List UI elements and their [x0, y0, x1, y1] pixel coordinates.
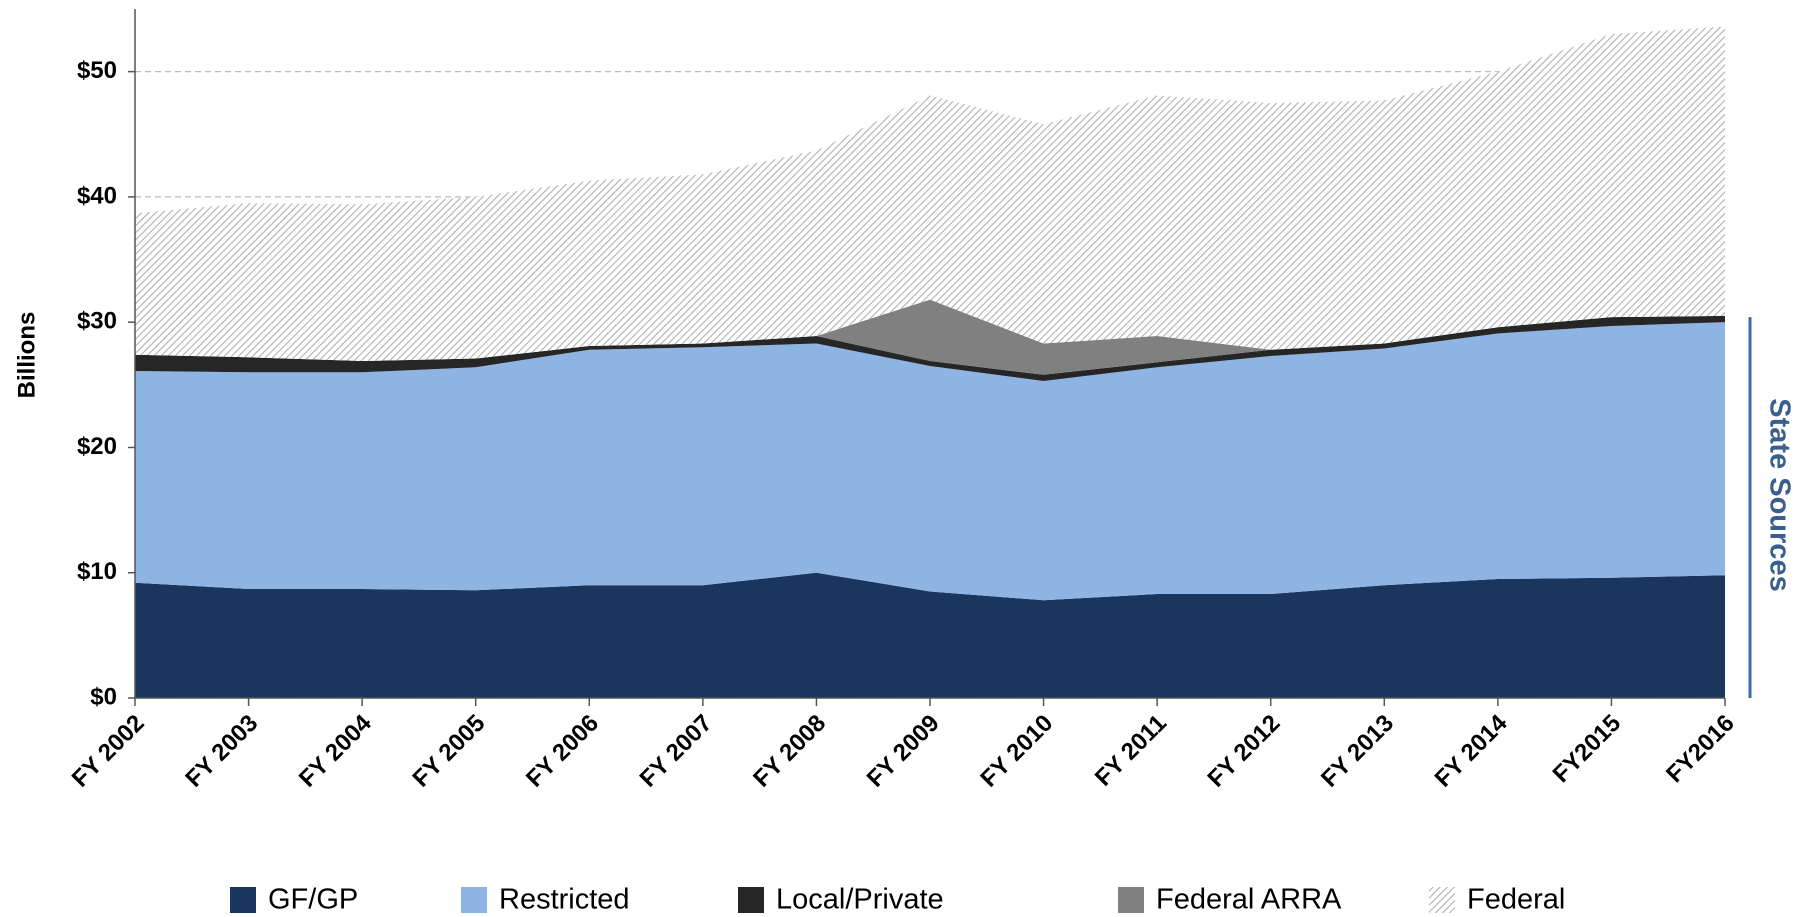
legend-swatch: [1429, 887, 1455, 913]
x-tick-label: FY2015: [1548, 710, 1627, 789]
legend-swatch: [738, 887, 764, 913]
area: [135, 315, 1725, 382]
x-tick-label: FY 2013: [1316, 710, 1399, 793]
x-tick-label: FY 2006: [521, 710, 604, 793]
y-tick-label: $0: [90, 683, 117, 710]
area: [135, 322, 1725, 601]
legend-swatch: [230, 887, 256, 913]
x-tick-label: FY 2011: [1090, 710, 1172, 792]
area: [135, 26, 1725, 362]
legend-label: GF/GP: [268, 884, 358, 916]
y-tick-label: $40: [77, 182, 117, 209]
x-tick-label: FY 2012: [1203, 710, 1286, 793]
legend-label: Restricted: [499, 884, 630, 916]
area: [135, 299, 1725, 375]
legend-swatch: [1118, 887, 1144, 913]
legend-label: Local/Private: [776, 884, 944, 916]
x-tick-label: FY 2002: [67, 710, 150, 793]
x-tick-label: FY 2008: [748, 710, 831, 793]
y-axis-label: Billions: [13, 312, 40, 399]
y-tick-label: $50: [77, 57, 117, 84]
legend-label: Federal: [1467, 884, 1565, 916]
x-tick-label: FY 2010: [975, 710, 1058, 793]
x-tick-label: FY 2005: [408, 710, 491, 793]
x-tick-label: FY 2004: [294, 709, 377, 792]
legend-label: Federal ARRA: [1156, 884, 1342, 916]
x-tick-label: FY 2014: [1430, 709, 1513, 792]
y-tick-label: $10: [77, 558, 117, 585]
x-tick-label: FY 2007: [635, 710, 718, 793]
x-tick-label: FY 2009: [862, 710, 945, 793]
x-tick-label: FY2016: [1661, 710, 1740, 789]
y-tick-label: $20: [77, 433, 117, 460]
area: [135, 572, 1725, 698]
x-tick-label: FY 2003: [180, 710, 263, 793]
annotation: State Sources: [1763, 398, 1795, 591]
legend-swatch: [461, 887, 487, 913]
y-tick-label: $30: [77, 308, 117, 335]
